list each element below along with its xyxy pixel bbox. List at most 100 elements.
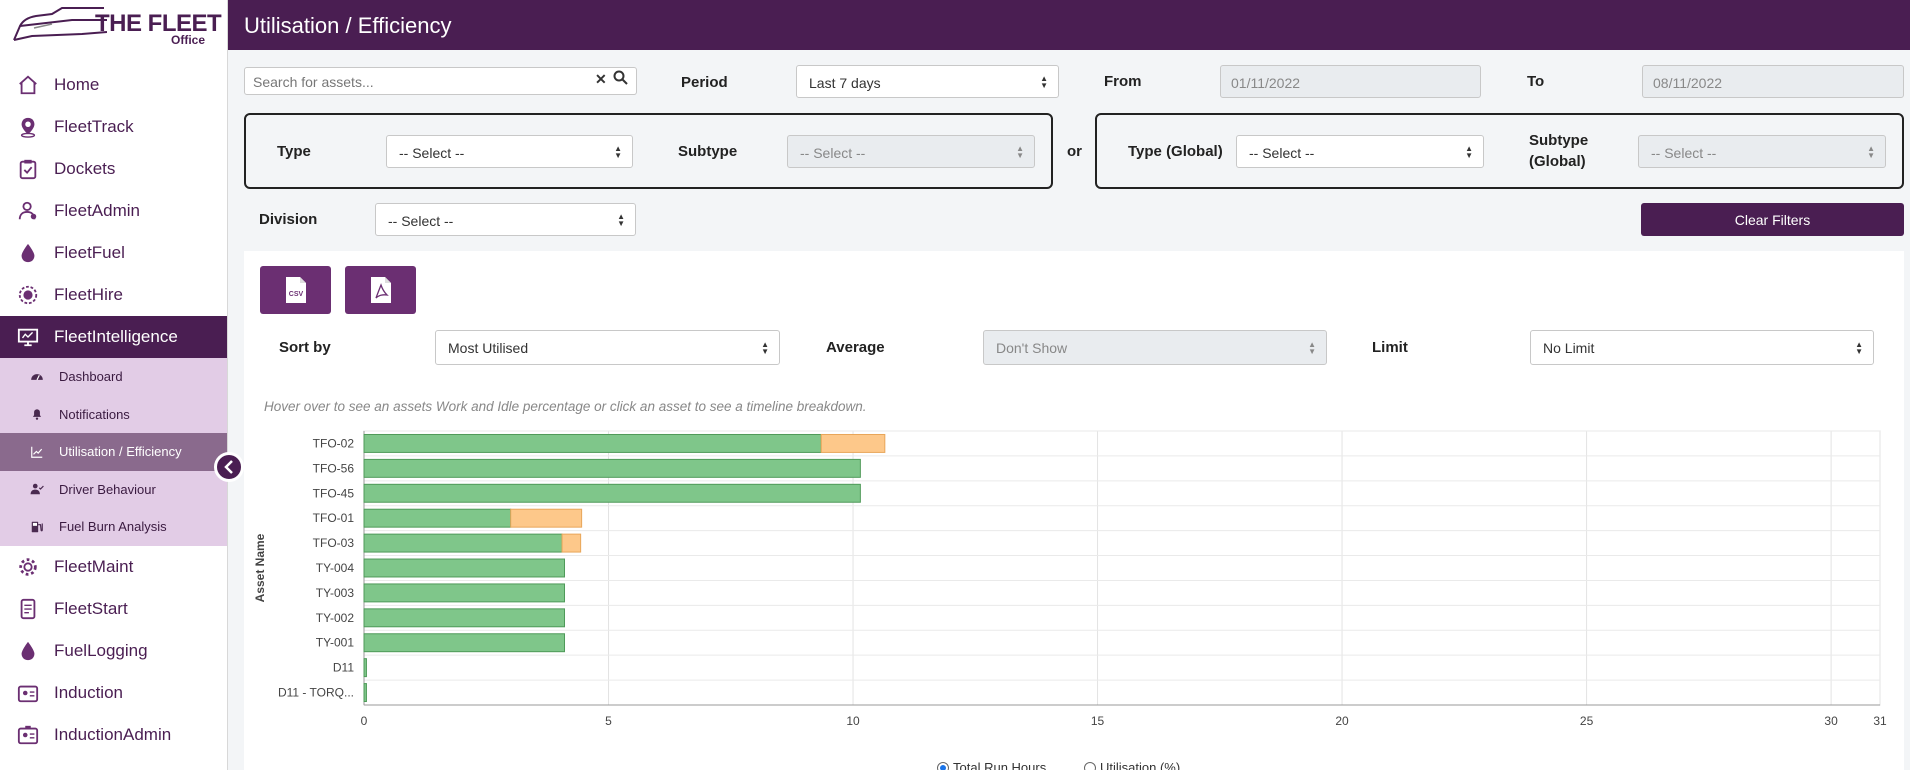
sidebar-item-fleetadmin[interactable]: FleetAdmin: [0, 190, 227, 232]
main-nav: Home FleetTrack Dockets FleetAdmin FleetFuel…: [0, 64, 227, 358]
select-arrows-icon: ▲ ▼: [1016, 144, 1024, 160]
bar[interactable]: [510, 508, 583, 528]
export-pdf-button[interactable]: [345, 266, 416, 314]
type-global-select[interactable]: -- Select -- ▲ ▼: [1236, 135, 1484, 168]
sidebar-subitem-fuel-burn-analysis[interactable]: Fuel Burn Analysis: [0, 508, 227, 546]
clear-filters-button[interactable]: Clear Filters: [1641, 203, 1904, 236]
total-run-hours-radio[interactable]: [937, 761, 949, 770]
sidebar-item-label: FleetHire: [54, 285, 123, 304]
sidebar-item-fleetfuel[interactable]: FleetFuel: [0, 232, 227, 274]
utilisation-radio[interactable]: [1084, 761, 1096, 770]
type-global-label: Type (Global): [1128, 143, 1223, 160]
sidebar-item-induction[interactable]: Induction: [0, 672, 227, 714]
sidebar-item-inductionadmin[interactable]: InductionAdmin: [0, 714, 227, 756]
utilisation-chart: TFO-02 TFO-56 TFO-45 TFO-01 TFO-03 TY-004 TY-0…: [253, 430, 1887, 728]
y-tick-label[interactable]: D11 - TORQ...: [278, 686, 354, 700]
collapse-sidebar-button[interactable]: [214, 452, 244, 482]
sidebar-item-home[interactable]: Home: [0, 64, 227, 106]
average-label: Average: [826, 339, 885, 356]
sort-by-select-value: Most Utilised: [448, 340, 529, 356]
bar[interactable]: [363, 483, 861, 503]
page-title: Utilisation / Efficiency: [228, 0, 1910, 50]
chevron-left-icon: [224, 460, 233, 474]
type-select[interactable]: -- Select -- ▲ ▼: [386, 135, 633, 168]
y-tick-label[interactable]: TFO-56: [313, 461, 355, 475]
bell-icon: [30, 407, 44, 421]
bar[interactable]: [363, 608, 566, 628]
sidebar-item-fleettrack[interactable]: FleetTrack: [0, 106, 227, 148]
subtype-select[interactable]: -- Select -- ▲ ▼: [787, 135, 1035, 168]
bar[interactable]: [363, 683, 367, 703]
bar[interactable]: [363, 458, 861, 478]
search-input[interactable]: Search for assets...: [244, 67, 637, 95]
x-tick-label: 5: [605, 714, 612, 728]
subtype-global-select-value: -- Select --: [1651, 145, 1717, 161]
sidebar-item-dockets[interactable]: Dockets: [0, 148, 227, 190]
period-label: Period: [681, 74, 728, 91]
x-tick-label: 25: [1580, 714, 1594, 728]
export-csv-button[interactable]: CSV: [260, 266, 331, 314]
period-select[interactable]: Last 7 days ▲ ▼: [796, 65, 1059, 98]
total-run-hours-label: Total Run Hours: [953, 760, 1047, 770]
y-tick-label[interactable]: TFO-02: [313, 436, 355, 450]
bar[interactable]: [363, 633, 566, 653]
y-tick-label[interactable]: TY-002: [316, 611, 355, 625]
sidebar-item-fuellogging[interactable]: FuelLogging: [0, 630, 227, 672]
sidebar-item-label: Driver Behaviour: [59, 481, 156, 497]
id-card-icon: [16, 681, 40, 705]
search-icon[interactable]: [613, 70, 628, 85]
sidebar-subitem-dashboard[interactable]: Dashboard: [0, 358, 227, 396]
subtype-global-label-line2: (Global): [1529, 153, 1586, 170]
subtype-global-select[interactable]: -- Select -- ▲ ▼: [1638, 135, 1886, 168]
bar[interactable]: [820, 433, 886, 453]
sidebar-item-fleetmaint[interactable]: FleetMaint: [0, 546, 227, 588]
sidebar-item-label: FuelLogging: [54, 640, 148, 660]
fuel-drop-icon: [16, 639, 40, 663]
y-tick-label[interactable]: TY-004: [316, 561, 355, 575]
sidebar-item-label: Dashboard: [59, 369, 123, 385]
y-axis-label: Asset Name: [253, 533, 267, 602]
sidebar-subitem-driver-behaviour[interactable]: Driver Behaviour: [0, 471, 227, 509]
bar[interactable]: [363, 508, 512, 528]
division-select[interactable]: -- Select -- ▲ ▼: [375, 203, 636, 236]
bar[interactable]: [363, 533, 563, 553]
from-date-field[interactable]: 01/11/2022: [1220, 65, 1481, 98]
to-date-field[interactable]: 08/11/2022: [1642, 65, 1904, 98]
sidebar-item-label: Home: [54, 75, 100, 94]
subtype-global-label-line1: Subtype: [1529, 132, 1589, 149]
average-select[interactable]: Don't Show ▲ ▼: [983, 330, 1327, 365]
sidebar-subitem-utilisation-efficiency[interactable]: Utilisation / Efficiency: [0, 433, 227, 471]
bar[interactable]: [363, 433, 822, 453]
type-global-select-value: -- Select --: [1249, 145, 1315, 161]
sidebar-subitem-notifications[interactable]: Notifications: [0, 396, 227, 434]
utilisation-option[interactable]: Utilisation (%): [1084, 760, 1180, 770]
sidebar: THE FLEET Office Home FleetTrack Dockets Fl…: [0, 0, 228, 770]
logo[interactable]: THE FLEET Office: [0, 0, 227, 50]
limit-select[interactable]: No Limit ▲ ▼: [1530, 330, 1874, 365]
bar[interactable]: [363, 658, 367, 678]
total-run-hours-option[interactable]: Total Run Hours: [937, 760, 1046, 770]
y-tick-label[interactable]: TY-001: [316, 636, 355, 650]
gauge-icon: [30, 370, 44, 384]
y-tick-label[interactable]: D11: [333, 661, 354, 675]
select-arrows-icon: ▲ ▼: [1040, 74, 1048, 90]
select-arrows-icon: ▲ ▼: [761, 340, 769, 356]
y-tick-label[interactable]: TFO-03: [313, 536, 355, 550]
clear-search-icon[interactable]: ✕: [595, 71, 607, 87]
sidebar-item-fleethire[interactable]: FleetHire: [0, 274, 227, 316]
y-tick-label[interactable]: TFO-45: [313, 486, 355, 500]
x-tick-label: 30: [1824, 714, 1838, 728]
sidebar-item-fleetstart[interactable]: FleetStart: [0, 588, 227, 630]
y-tick-label[interactable]: TFO-01: [313, 511, 355, 525]
limit-select-value: No Limit: [1543, 340, 1595, 356]
bar[interactable]: [363, 558, 566, 578]
limit-label: Limit: [1372, 339, 1408, 356]
bar[interactable]: [363, 583, 566, 603]
sort-by-select[interactable]: Most Utilised ▲ ▼: [435, 330, 780, 365]
bar[interactable]: [561, 533, 582, 553]
sidebar-item-fleetintelligence[interactable]: FleetIntelligence: [0, 316, 227, 358]
sidebar-item-label: FleetStart: [54, 598, 128, 618]
to-label: To: [1527, 73, 1545, 90]
average-select-value: Don't Show: [996, 340, 1068, 356]
y-tick-label[interactable]: TY-003: [316, 586, 355, 600]
